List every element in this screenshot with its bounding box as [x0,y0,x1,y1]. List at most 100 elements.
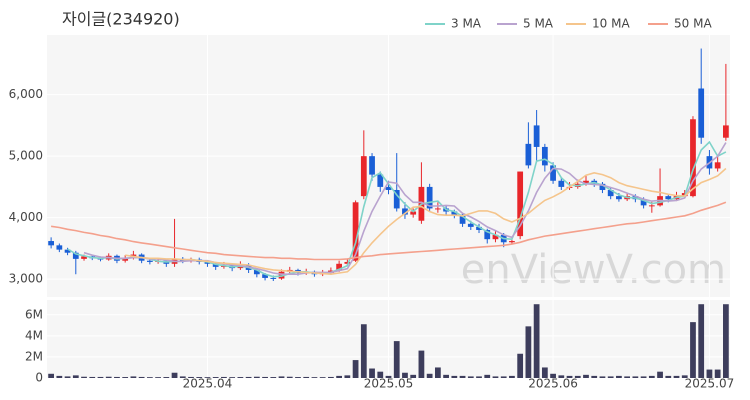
volume-bar [657,371,663,378]
candle-body [665,196,672,200]
volume-bar [328,376,334,378]
candle-body [550,165,556,181]
volume-bar [303,376,310,378]
ma-line [50,201,727,261]
x-tick-label: 2025.06 [528,377,578,391]
candle-body [541,146,548,166]
volume-bar [344,375,351,378]
candle-body [212,263,219,267]
candle-body [352,202,359,261]
volume-bar [484,374,491,378]
y-tick-label: 2M [25,349,43,363]
candle-body [410,211,417,215]
volume-bar [138,376,145,378]
y-tick-label: 5,000 [9,149,43,163]
candle-body [369,156,375,175]
volume-bar [72,375,79,378]
candle-body [640,199,647,206]
candle-body [81,256,87,259]
volume-bar [146,377,153,378]
volume-bar [500,376,507,378]
volume-bar [253,376,260,378]
candle-body [122,257,129,261]
volume-bar [245,376,252,378]
candle-body [492,234,499,240]
volume-bar [130,376,137,378]
volume-bar [583,374,589,378]
volume-bar [360,324,367,378]
candle-body [434,208,441,210]
volume-bar [558,375,565,378]
volume-bar [434,367,441,378]
volume-bar [648,375,655,378]
volume-bar [295,377,301,378]
volume-bar [418,350,425,378]
volume-bar [377,371,384,378]
candle-body [509,241,515,243]
candle-body [72,252,79,259]
candle-body [360,156,367,197]
candle-body [698,88,705,138]
volume-bar [369,368,375,378]
volume-bar [179,376,186,378]
volume-bar [566,375,573,378]
ma-line [83,142,727,275]
y-tick-label: 6M [25,307,43,321]
x-tick-label: 2025.05 [364,377,414,391]
volume-bar [204,377,211,378]
volume-bar [410,374,417,378]
volume-bar [171,372,178,378]
volume-bar [286,376,293,378]
candle-body [262,274,268,278]
volume-bar [212,377,219,378]
candle-body [56,245,63,250]
watermark: enViewV.com [461,247,726,293]
volume-bar [517,353,524,378]
volume-bar [393,341,400,378]
volume-bar [525,326,532,378]
volume-bar [188,376,194,378]
volume-bar [451,375,458,378]
candle-body [484,229,491,240]
candle-body [690,119,696,197]
y-tick-label: 6,000 [9,87,43,101]
candle-body [278,271,285,279]
volume-bar [533,304,540,378]
volume-bar [262,376,268,378]
volume-bar [64,376,71,378]
candle-body [648,205,655,207]
candle-body [385,186,392,190]
y-tick-label: 3,000 [9,272,43,286]
volume-bar [105,376,112,378]
volume-bar [690,322,696,378]
volume-bar [467,376,474,378]
y-tick-label: 0 [35,371,43,385]
candle-body [459,214,466,224]
volume-bar [624,376,631,378]
candle-body [714,162,721,169]
volume-bar [632,376,639,378]
volume-bar [591,375,598,378]
volume-bar [509,375,515,378]
volume-bar [723,304,729,378]
volume-bar [574,375,581,378]
volume-bar [698,304,705,378]
candle-body [533,125,540,147]
volume-bar [196,377,203,378]
volume-bar [402,372,408,378]
legend-label: 5 MA [523,17,554,31]
volume-bar [352,360,359,378]
volume-bar [476,376,482,378]
volume-bar [673,375,680,378]
volume-bar [114,376,120,378]
volume-bar [270,377,277,378]
candle-body [451,211,458,215]
candle-body [146,260,153,262]
volume-bar [311,377,318,378]
candle-body [426,186,433,209]
volume-bar [319,377,326,378]
volume-bar [616,375,622,378]
volume-bar [599,376,606,378]
volume-bar [155,377,161,378]
